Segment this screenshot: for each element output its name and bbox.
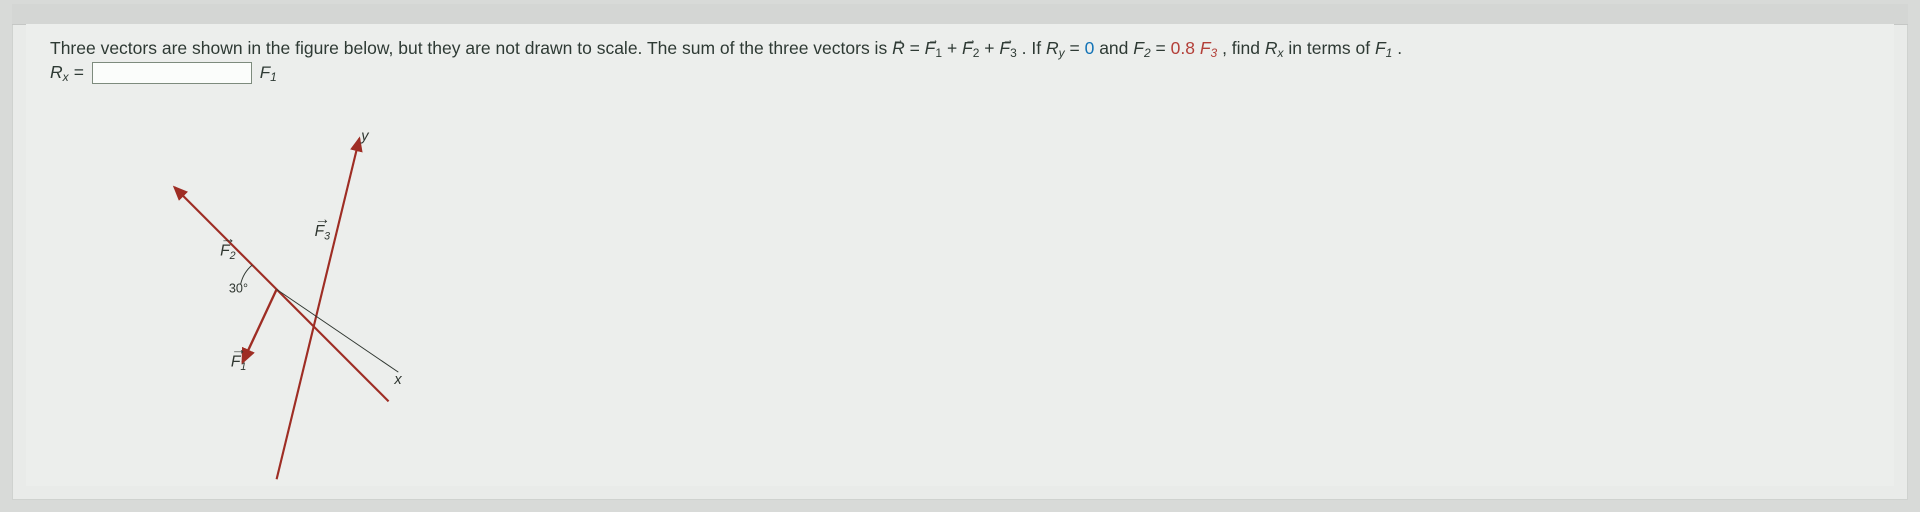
page-surface: Three vectors are shown in the figure be…	[12, 4, 1908, 500]
Rx-symbol: Rx	[1265, 38, 1284, 58]
vector-R: R	[892, 36, 905, 60]
vector-F1: F1	[925, 36, 942, 65]
vector-F1-line	[243, 289, 277, 362]
plus-1: +	[947, 38, 962, 58]
final-dot: .	[1397, 38, 1402, 58]
x-axis-line	[277, 289, 399, 372]
problem-statement: Three vectors are shown in the figure be…	[50, 36, 1868, 65]
F2-mag: F2	[1133, 38, 1150, 58]
Ry-symbol: Ry	[1046, 38, 1065, 58]
F3-mag: F3	[1200, 38, 1217, 58]
answer-input[interactable]	[92, 62, 252, 84]
angle-label: 30°	[229, 281, 248, 295]
x-axis-label: x	[393, 372, 402, 388]
and-text: and	[1099, 38, 1133, 58]
F1-end: F1	[1375, 38, 1392, 58]
value-08: 0.8	[1171, 38, 1195, 58]
problem-text-a: Three vectors are shown in the figure be…	[50, 38, 892, 58]
answer-unit: F1	[260, 63, 277, 84]
vector-figure: y x → F3 → F2 → F1 30°	[102, 119, 422, 489]
tail-text: , find	[1222, 38, 1265, 58]
eq-08: =	[1156, 38, 1171, 58]
browser-chrome-strip	[12, 4, 1908, 25]
tail2-text: in terms of	[1288, 38, 1375, 58]
vector-F2: F2	[962, 36, 979, 65]
answer-row: Rx = F1	[50, 62, 277, 84]
plus-2: +	[984, 38, 999, 58]
vector-F3: F3	[999, 36, 1016, 65]
vector-F3-line	[277, 138, 360, 479]
eq-0: =	[1069, 38, 1084, 58]
period-if: . If	[1022, 38, 1046, 58]
y-axis-label: y	[360, 128, 370, 144]
eq-sign: =	[910, 38, 925, 58]
vector-F2-line	[174, 187, 388, 401]
answer-lhs: Rx =	[50, 62, 84, 84]
value-zero: 0	[1085, 38, 1095, 58]
